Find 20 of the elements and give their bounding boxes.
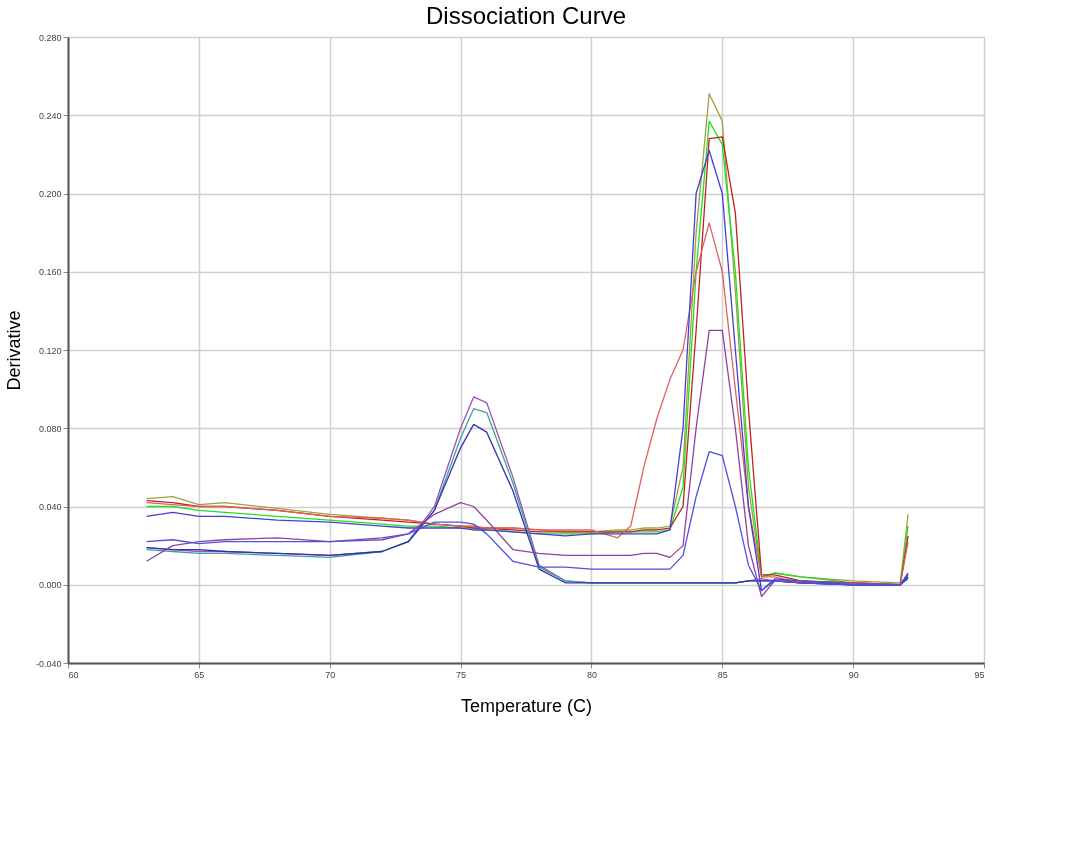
x-tick-label: 85 [717, 669, 728, 680]
y-tick-label: 0.160 [38, 267, 62, 278]
x-tick-label: 70 [325, 669, 336, 680]
y-tick-label: 0.240 [38, 110, 62, 121]
x-tick-label: 65 [194, 669, 205, 680]
x-tick-label: 75 [456, 669, 467, 680]
y-axis-title: Derivative [3, 310, 24, 391]
x-tick-label: 80 [586, 669, 597, 680]
y-tick-label: 0.040 [38, 502, 62, 512]
x-axis-title: Temperature (C) [460, 695, 593, 716]
y-tick-label: 0.280 [38, 32, 62, 43]
x-tick-label: 95 [974, 669, 985, 680]
x-tick-label: 90 [848, 669, 859, 680]
y-tick-label: 0.000 [38, 580, 62, 591]
y-tick-label: -0.040 [35, 658, 62, 669]
y-tick-label: 0.200 [38, 189, 62, 199]
x-tick-label: 60 [68, 669, 79, 680]
chart-title: Dissociation Curve [425, 2, 627, 29]
y-tick-label: 0.080 [38, 423, 62, 434]
y-tick-label: 0.120 [38, 345, 62, 356]
